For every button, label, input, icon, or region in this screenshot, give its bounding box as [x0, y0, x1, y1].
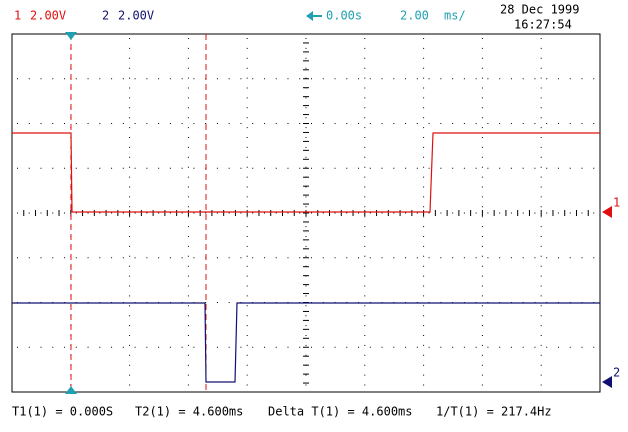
ch1-scale: 2.00V [30, 9, 66, 23]
time: 16:27:54 [514, 18, 572, 32]
trace-ch2 [12, 302, 600, 383]
trigger-marker-top [65, 32, 77, 40]
delay: 0.00s [326, 9, 362, 23]
readout-t2: T2(1) = 4.600ms [135, 405, 243, 419]
ch1-label: 1 [14, 9, 21, 23]
readout-t1: T1(1) = 0.000S [12, 405, 113, 419]
ch1-marker: 1 [613, 196, 620, 210]
graticule-border [11, 33, 601, 393]
readout-inverse: 1/T(1) = 217.4Hz [436, 405, 552, 419]
graticule [11, 33, 601, 393]
timebase-unit: ms/ [444, 9, 466, 23]
date: 28 Dec 1999 [500, 3, 579, 17]
ch2-marker: 2 [613, 366, 620, 380]
delay-arrow [306, 11, 322, 21]
trace-ch1 [12, 132, 600, 213]
trigger-marker-bottom [65, 386, 77, 394]
readout-delta: Delta T(1) = 4.600ms [268, 405, 413, 419]
ch1-ground-marker [602, 206, 612, 218]
ch2-ground-marker [602, 376, 612, 388]
ch2-label: 2 [102, 9, 109, 23]
ch2-scale: 2.00V [118, 9, 154, 23]
timebase: 2.00 [400, 9, 429, 23]
